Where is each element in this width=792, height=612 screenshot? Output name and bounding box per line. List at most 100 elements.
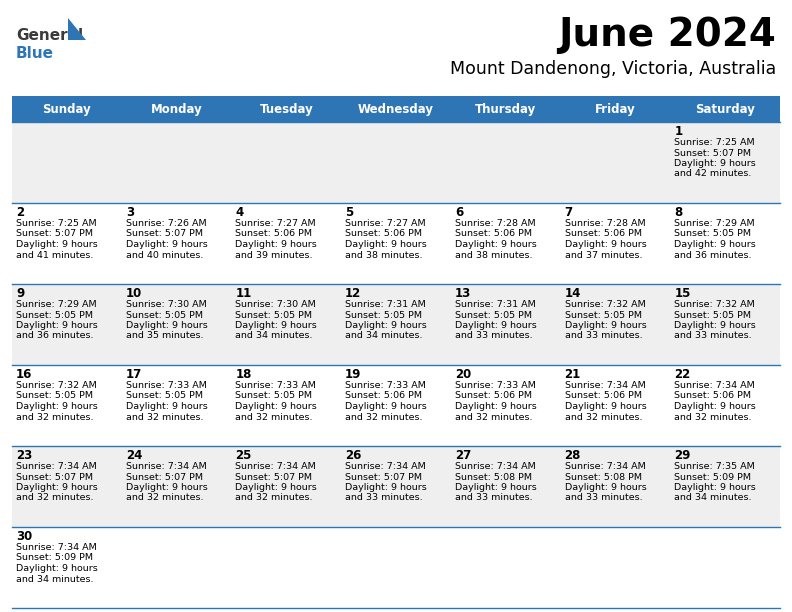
- Text: and 33 minutes.: and 33 minutes.: [674, 332, 752, 340]
- Text: Sunset: 5:05 PM: Sunset: 5:05 PM: [16, 310, 93, 319]
- Text: and 38 minutes.: and 38 minutes.: [345, 250, 423, 259]
- Text: 1: 1: [674, 125, 683, 138]
- Text: 8: 8: [674, 206, 683, 219]
- Text: Daylight: 9 hours: Daylight: 9 hours: [455, 240, 537, 249]
- Text: Sunrise: 7:34 AM: Sunrise: 7:34 AM: [674, 381, 755, 390]
- Text: Sunset: 5:06 PM: Sunset: 5:06 PM: [565, 230, 642, 239]
- Text: 16: 16: [16, 368, 32, 381]
- Text: Daylight: 9 hours: Daylight: 9 hours: [674, 402, 756, 411]
- Text: Sunrise: 7:35 AM: Sunrise: 7:35 AM: [674, 462, 755, 471]
- Text: 27: 27: [455, 449, 471, 462]
- Text: 25: 25: [235, 449, 252, 462]
- Text: and 32 minutes.: and 32 minutes.: [235, 412, 313, 422]
- Text: Sunset: 5:06 PM: Sunset: 5:06 PM: [345, 392, 422, 400]
- Text: Daylight: 9 hours: Daylight: 9 hours: [455, 402, 537, 411]
- Text: Sunset: 5:06 PM: Sunset: 5:06 PM: [235, 230, 312, 239]
- Text: and 42 minutes.: and 42 minutes.: [674, 170, 752, 179]
- Text: Sunset: 5:06 PM: Sunset: 5:06 PM: [345, 230, 422, 239]
- Text: and 33 minutes.: and 33 minutes.: [455, 493, 532, 502]
- Text: Thursday: Thursday: [475, 102, 536, 116]
- Text: Sunset: 5:05 PM: Sunset: 5:05 PM: [16, 392, 93, 400]
- Text: Sunrise: 7:32 AM: Sunrise: 7:32 AM: [565, 300, 645, 309]
- Text: Sunrise: 7:30 AM: Sunrise: 7:30 AM: [235, 300, 316, 309]
- Text: Sunrise: 7:31 AM: Sunrise: 7:31 AM: [455, 300, 535, 309]
- Text: Blue: Blue: [16, 46, 54, 61]
- Text: Sunset: 5:05 PM: Sunset: 5:05 PM: [455, 310, 532, 319]
- Bar: [12, 122, 780, 203]
- Text: Sunrise: 7:34 AM: Sunrise: 7:34 AM: [345, 462, 426, 471]
- Text: 18: 18: [235, 368, 252, 381]
- Text: and 33 minutes.: and 33 minutes.: [455, 332, 532, 340]
- Text: 29: 29: [674, 449, 691, 462]
- Text: Daylight: 9 hours: Daylight: 9 hours: [16, 402, 97, 411]
- Text: Sunset: 5:06 PM: Sunset: 5:06 PM: [455, 392, 532, 400]
- Text: 7: 7: [565, 206, 573, 219]
- Text: Sunset: 5:07 PM: Sunset: 5:07 PM: [126, 472, 203, 482]
- Text: 21: 21: [565, 368, 581, 381]
- Text: and 32 minutes.: and 32 minutes.: [16, 412, 93, 422]
- Text: and 38 minutes.: and 38 minutes.: [455, 250, 532, 259]
- Text: Sunset: 5:07 PM: Sunset: 5:07 PM: [16, 472, 93, 482]
- Text: and 33 minutes.: and 33 minutes.: [565, 332, 642, 340]
- Text: Sunrise: 7:34 AM: Sunrise: 7:34 AM: [565, 381, 645, 390]
- Text: and 41 minutes.: and 41 minutes.: [16, 250, 93, 259]
- Text: Mount Dandenong, Victoria, Australia: Mount Dandenong, Victoria, Australia: [450, 60, 776, 78]
- Text: Sunrise: 7:25 AM: Sunrise: 7:25 AM: [16, 219, 97, 228]
- Text: 3: 3: [126, 206, 134, 219]
- Text: Sunrise: 7:34 AM: Sunrise: 7:34 AM: [126, 462, 207, 471]
- Text: Sunday: Sunday: [43, 102, 91, 116]
- Text: 26: 26: [345, 449, 361, 462]
- Text: Sunrise: 7:30 AM: Sunrise: 7:30 AM: [126, 300, 207, 309]
- Text: 23: 23: [16, 449, 32, 462]
- Text: Daylight: 9 hours: Daylight: 9 hours: [16, 321, 97, 330]
- Text: Sunset: 5:08 PM: Sunset: 5:08 PM: [565, 472, 642, 482]
- Text: Daylight: 9 hours: Daylight: 9 hours: [674, 240, 756, 249]
- Text: General: General: [16, 28, 83, 43]
- Text: Sunset: 5:07 PM: Sunset: 5:07 PM: [126, 230, 203, 239]
- Text: Sunset: 5:07 PM: Sunset: 5:07 PM: [674, 149, 752, 157]
- Text: and 32 minutes.: and 32 minutes.: [126, 493, 204, 502]
- Text: Sunrise: 7:34 AM: Sunrise: 7:34 AM: [235, 462, 316, 471]
- Text: Daylight: 9 hours: Daylight: 9 hours: [126, 483, 208, 492]
- Text: Sunrise: 7:34 AM: Sunrise: 7:34 AM: [16, 462, 97, 471]
- Text: Sunset: 5:06 PM: Sunset: 5:06 PM: [565, 392, 642, 400]
- Text: Sunrise: 7:32 AM: Sunrise: 7:32 AM: [16, 381, 97, 390]
- Text: Sunset: 5:05 PM: Sunset: 5:05 PM: [345, 310, 422, 319]
- Text: 28: 28: [565, 449, 581, 462]
- Text: and 32 minutes.: and 32 minutes.: [345, 412, 423, 422]
- Text: Sunset: 5:06 PM: Sunset: 5:06 PM: [455, 230, 532, 239]
- Text: 20: 20: [455, 368, 471, 381]
- Text: 30: 30: [16, 530, 32, 543]
- Text: Daylight: 9 hours: Daylight: 9 hours: [16, 240, 97, 249]
- Text: and 33 minutes.: and 33 minutes.: [345, 493, 423, 502]
- Text: Sunset: 5:08 PM: Sunset: 5:08 PM: [455, 472, 532, 482]
- Text: and 37 minutes.: and 37 minutes.: [565, 250, 642, 259]
- Text: 5: 5: [345, 206, 353, 219]
- Text: Sunrise: 7:29 AM: Sunrise: 7:29 AM: [16, 300, 97, 309]
- Text: Monday: Monday: [150, 102, 203, 116]
- Text: and 39 minutes.: and 39 minutes.: [235, 250, 313, 259]
- Text: 22: 22: [674, 368, 691, 381]
- Text: Daylight: 9 hours: Daylight: 9 hours: [126, 402, 208, 411]
- Text: Sunrise: 7:32 AM: Sunrise: 7:32 AM: [674, 300, 755, 309]
- Text: and 36 minutes.: and 36 minutes.: [16, 332, 93, 340]
- Text: Sunset: 5:06 PM: Sunset: 5:06 PM: [674, 392, 752, 400]
- Text: and 32 minutes.: and 32 minutes.: [126, 412, 204, 422]
- Text: Sunrise: 7:27 AM: Sunrise: 7:27 AM: [345, 219, 426, 228]
- Text: Sunset: 5:07 PM: Sunset: 5:07 PM: [345, 472, 422, 482]
- Text: 4: 4: [235, 206, 244, 219]
- Text: Sunset: 5:05 PM: Sunset: 5:05 PM: [126, 392, 203, 400]
- Text: 12: 12: [345, 287, 361, 300]
- Text: 15: 15: [674, 287, 691, 300]
- Text: 24: 24: [126, 449, 142, 462]
- Text: Daylight: 9 hours: Daylight: 9 hours: [345, 240, 427, 249]
- Text: Sunrise: 7:33 AM: Sunrise: 7:33 AM: [235, 381, 316, 390]
- Text: and 32 minutes.: and 32 minutes.: [455, 412, 532, 422]
- Text: Sunset: 5:05 PM: Sunset: 5:05 PM: [565, 310, 642, 319]
- Text: Sunrise: 7:33 AM: Sunrise: 7:33 AM: [455, 381, 535, 390]
- Text: Daylight: 9 hours: Daylight: 9 hours: [345, 483, 427, 492]
- Bar: [12, 527, 780, 608]
- Text: and 32 minutes.: and 32 minutes.: [16, 493, 93, 502]
- Text: Daylight: 9 hours: Daylight: 9 hours: [126, 240, 208, 249]
- Text: and 34 minutes.: and 34 minutes.: [345, 332, 423, 340]
